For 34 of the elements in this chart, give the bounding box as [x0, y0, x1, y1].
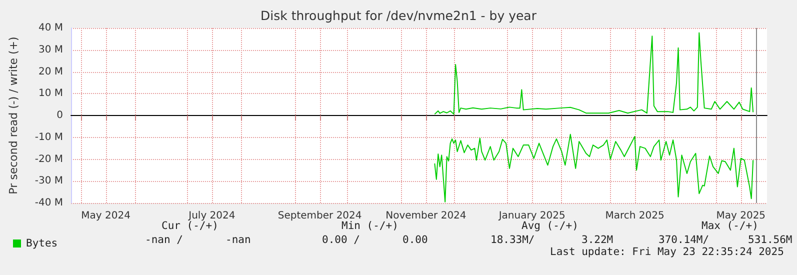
x-tick-label: May 2025	[716, 210, 766, 222]
text: 370.14M/	[658, 234, 710, 246]
y-tick-label: 20 M	[38, 66, 63, 78]
y-tick-label: 30 M	[38, 44, 63, 56]
text: -nan /	[145, 234, 183, 246]
y-tick-label: -20 M	[34, 154, 63, 165]
legend-label: Bytes	[26, 238, 58, 250]
line-series	[434, 32, 754, 115]
line-series	[434, 134, 754, 202]
x-tick-label: March 2025	[605, 210, 664, 222]
x-tick-label: January 2025	[498, 210, 566, 222]
text: Cur (-/+)	[162, 220, 218, 232]
text: Max (-/+)	[702, 220, 758, 232]
text: 0.00 /	[322, 234, 360, 246]
y-tick-label: 10 M	[38, 88, 63, 100]
text: 3.22M	[582, 234, 614, 246]
text: 18.33M/	[490, 234, 535, 246]
y-tick-label: -10 M	[34, 132, 63, 143]
x-tick-label: May 2024	[81, 210, 130, 222]
chart-title: Disk throughput for /dev/nvme2n1 - by year	[260, 8, 538, 23]
y-tick-label: 40 M	[38, 22, 63, 34]
text: -nan	[226, 234, 251, 246]
text: Avg (-/+)	[522, 220, 578, 232]
text: Min (-/+)	[342, 220, 398, 232]
x-tick-label: July 2024	[188, 210, 236, 222]
y-tick-label: 0	[56, 110, 63, 121]
text: 0.00	[402, 234, 428, 246]
text: Last update: Fri May 23 22:35:24 2025	[550, 246, 784, 258]
x-tick-label: November 2024	[386, 210, 466, 222]
x-tick-label: September 2024	[278, 210, 362, 222]
y-axis-title: Pr second read (-) / write (+)	[7, 36, 20, 194]
y-tick-label: -40 M	[34, 198, 63, 208]
y-tick-label: -30 M	[34, 176, 63, 187]
text: 531.56M	[748, 234, 792, 246]
